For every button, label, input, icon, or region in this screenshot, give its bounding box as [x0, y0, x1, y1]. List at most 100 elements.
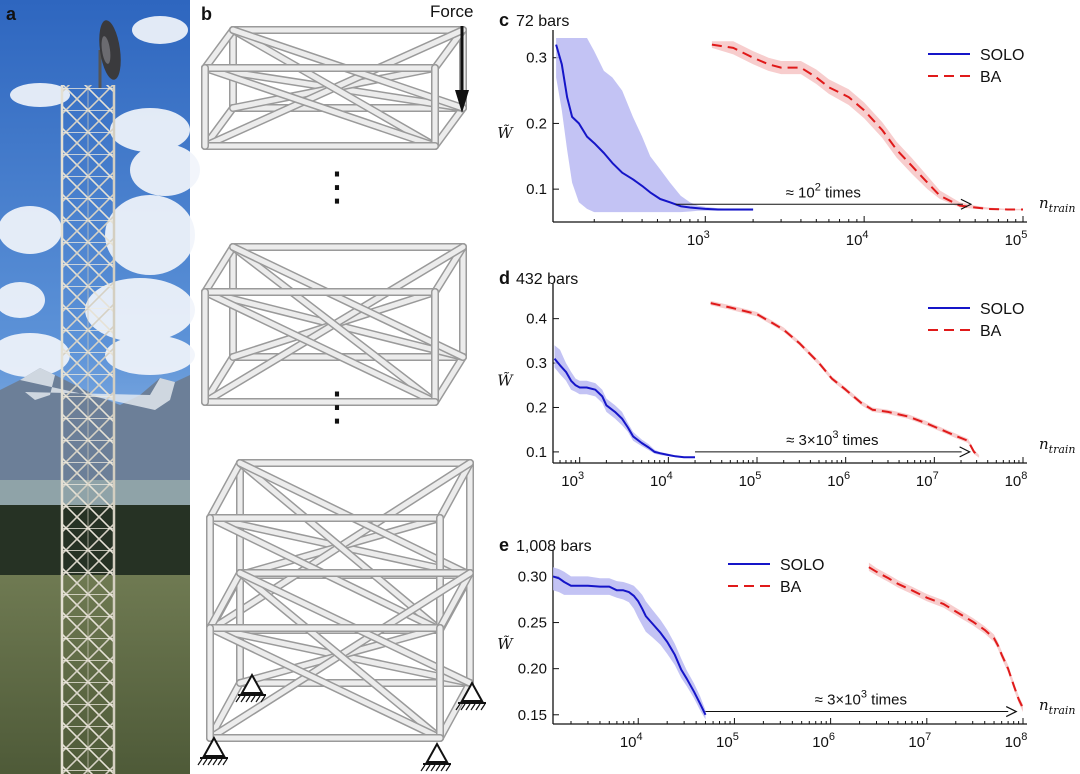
truss-beam [207, 625, 443, 741]
support-hatch [207, 758, 213, 766]
plot-area [553, 300, 980, 459]
y-tick-label: 0.4 [526, 311, 547, 328]
panel-a-photo: a [0, 0, 200, 774]
support-triangle [202, 735, 226, 757]
force-label: Force [430, 2, 473, 21]
annotation-prefix: ≈ 3×10 [786, 432, 832, 449]
x-tick-label: 104 [846, 229, 869, 249]
y-tick-label: 0.2 [526, 115, 547, 132]
truss-beam [202, 244, 236, 295]
truss-beam [202, 65, 438, 149]
force-arrow [455, 26, 469, 113]
support-hatch [245, 695, 251, 703]
legend: SOLO BA [728, 557, 824, 596]
x-tick-exp: 4 [667, 470, 673, 482]
panel-d-label: d [499, 268, 510, 288]
support-hatch [475, 703, 481, 711]
support-hatch [217, 758, 223, 766]
support-hatch [465, 703, 471, 711]
x-tick-base: 10 [916, 473, 933, 490]
series-line-ba [868, 566, 1024, 709]
support-hatch [260, 695, 266, 703]
x-tick-exp: 7 [933, 470, 939, 482]
y-tick-label: 0.20 [518, 661, 547, 678]
series-line-solo [553, 575, 707, 716]
plot-area [555, 38, 1023, 213]
x-tick-base: 10 [620, 734, 637, 751]
chart-title: 1,008 bars [516, 538, 592, 555]
x-tick-label: 107 [908, 731, 931, 751]
x-axis-label: ntrain [1039, 696, 1076, 717]
legend-label-solo: SOLO [980, 47, 1024, 64]
support-hatch [455, 703, 461, 711]
annotation-suffix: times [838, 432, 878, 449]
x-tick-base: 10 [739, 473, 756, 490]
y-tick-label: 0.30 [518, 568, 547, 585]
support-hatch [435, 764, 441, 772]
truss-beam [202, 289, 438, 405]
x-tick-base: 10 [812, 734, 829, 751]
support-hatch [250, 695, 256, 703]
y-tick-label: 0.25 [518, 615, 547, 632]
x-tick-exp: 4 [862, 229, 868, 241]
truss-beam [202, 354, 236, 405]
legend-label-solo: SOLO [780, 557, 824, 574]
y-tick-label: 0.15 [518, 707, 547, 724]
x-tick-exp: 4 [637, 731, 643, 743]
support-hatch [222, 758, 228, 766]
annotation-suffix: times [867, 692, 907, 709]
plot-area [553, 562, 1024, 720]
series-band-solo [554, 345, 695, 458]
x-tick-label: 108 [1005, 731, 1028, 751]
panel-b-trusses: b Force ⋮ ⋮ [197, 2, 486, 772]
legend-label-solo: SOLO [980, 301, 1024, 318]
x-tick-exp: 3 [578, 470, 584, 482]
y-axis-label: W̃ [497, 124, 514, 142]
x-axis-label-sub: train [1049, 202, 1076, 215]
truss-beam [437, 570, 473, 631]
x-tick-exp: 5 [733, 731, 739, 743]
series-band-ba [711, 41, 1023, 211]
annotation-suffix: times [821, 184, 861, 201]
panel-b-label: b [201, 4, 212, 24]
x-tick-base: 10 [650, 473, 667, 490]
annotation-text: ≈ 102 times [786, 181, 861, 201]
truss-beam [437, 680, 473, 741]
x-axis-label: ntrain [1039, 435, 1076, 456]
series-band-solo [553, 567, 706, 720]
truss-beam [207, 570, 243, 631]
truss-beam [230, 244, 466, 360]
legend-label-ba: BA [980, 323, 1002, 340]
truss-beam [237, 460, 443, 633]
support-hatch [440, 764, 446, 772]
series-line-solo [555, 44, 754, 211]
truss-beam [207, 460, 243, 521]
support-hatch [420, 764, 426, 772]
panel-a-label: a [6, 4, 17, 24]
truss-beam [437, 460, 473, 521]
x-tick-label: 105 [1005, 229, 1028, 249]
series-line-solo [553, 357, 695, 459]
annotation-prefix: ≈ 3×10 [815, 692, 861, 709]
support-hatch [212, 758, 218, 766]
y-tick-label: 0.1 [526, 444, 547, 461]
legend: SOLO BA [928, 47, 1024, 86]
annotation-arrowhead [960, 198, 973, 210]
x-tick-base: 10 [716, 734, 733, 751]
y-tick-label: 0.1 [526, 181, 547, 198]
y-tick-label: 0.3 [526, 355, 547, 372]
series-line-ba [710, 302, 980, 458]
x-tick-exp: 5 [755, 470, 761, 482]
x-tick-base: 10 [1005, 473, 1022, 490]
series-band-ba [868, 562, 1023, 712]
support-hatch [255, 695, 261, 703]
support-hatch [480, 703, 486, 711]
support-hatch [430, 764, 436, 772]
x-tick-exp: 6 [829, 731, 835, 743]
support-hatch [202, 758, 208, 766]
x-tick-label: 108 [1005, 470, 1028, 490]
